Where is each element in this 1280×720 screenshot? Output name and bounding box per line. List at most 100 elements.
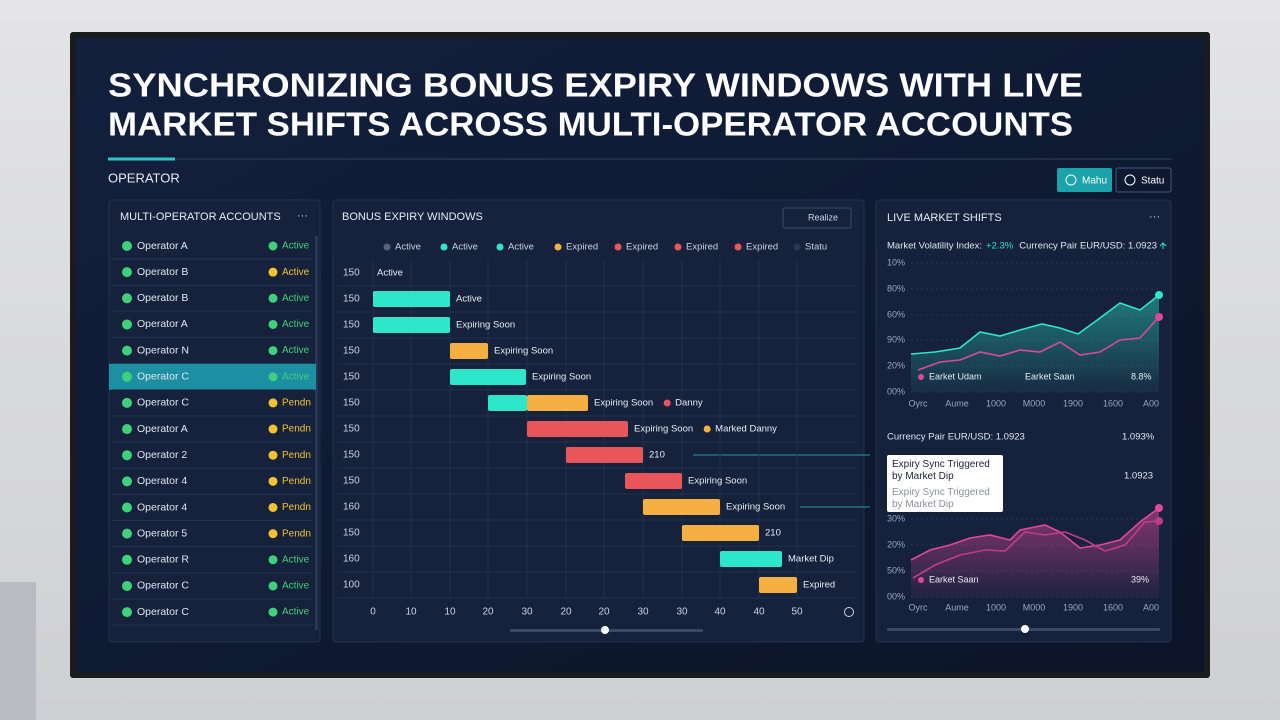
status-icon bbox=[268, 241, 278, 251]
status-icon bbox=[268, 529, 278, 539]
x-axis-label: A00 bbox=[1143, 602, 1159, 612]
check-icon bbox=[122, 345, 132, 356]
expiry-bar bbox=[373, 291, 450, 307]
section-label: OPERATOR bbox=[108, 170, 180, 185]
legend-label: Active bbox=[452, 242, 478, 253]
chart-heading: Currency Pair EUR/USD: 1.0923 bbox=[887, 432, 1025, 443]
tooltip: Expiry Sync Triggered by Market Dip Expir… bbox=[887, 455, 1003, 512]
legend-dot bbox=[918, 374, 924, 380]
status-icon bbox=[268, 581, 278, 591]
status-icon bbox=[268, 267, 278, 277]
operator-name[interactable]: Operator C bbox=[137, 397, 189, 409]
expiry-bar bbox=[625, 473, 682, 489]
check-icon bbox=[122, 580, 132, 591]
status-label: Pendn bbox=[282, 398, 311, 409]
list-scrollbar[interactable] bbox=[315, 236, 318, 630]
panel-menu[interactable]: ··· bbox=[1149, 211, 1160, 223]
legend-dot bbox=[674, 243, 682, 251]
button-label[interactable]: Mahu bbox=[1082, 176, 1107, 187]
y-axis-label: 30% bbox=[887, 513, 905, 523]
line-area bbox=[911, 295, 1159, 392]
operator-name[interactable]: Operator B bbox=[137, 292, 188, 304]
operator-name[interactable]: Operator A bbox=[137, 240, 188, 252]
x-axis-label: Oyrc bbox=[909, 398, 928, 408]
scroll-knob[interactable] bbox=[601, 626, 609, 634]
operator-name[interactable]: Operator B bbox=[137, 266, 188, 278]
operator-name[interactable]: Operator C bbox=[137, 580, 189, 592]
operator-name[interactable]: Operator A bbox=[137, 423, 188, 435]
operator-name[interactable]: Operator C bbox=[137, 371, 189, 383]
volatility-label: Market Volatility Index: bbox=[887, 241, 982, 252]
operator-name[interactable]: Operator N bbox=[137, 344, 189, 356]
axis-icon bbox=[844, 607, 854, 617]
legend-label: Expired bbox=[746, 242, 778, 253]
row-label: 150 bbox=[343, 346, 360, 357]
x-axis-label: 1600 bbox=[1103, 398, 1123, 408]
check-icon bbox=[122, 293, 132, 304]
pair-label: Currency Pair EUR/USD: 1.0923 bbox=[1019, 241, 1157, 252]
expiry-bar bbox=[566, 447, 643, 463]
operator-name[interactable]: Operator A bbox=[137, 318, 188, 330]
operator-name[interactable]: Operator 4 bbox=[137, 501, 187, 513]
button-icon bbox=[1124, 174, 1136, 186]
axis-label: 40 bbox=[714, 607, 726, 618]
button-bg[interactable] bbox=[1115, 167, 1172, 193]
button-label[interactable]: Statu bbox=[1141, 176, 1164, 187]
y-axis-label: 00% bbox=[887, 591, 905, 601]
axis-label: 30 bbox=[521, 607, 533, 618]
operator-name[interactable]: Operator 5 bbox=[137, 527, 187, 539]
up-arrow bbox=[1159, 242, 1167, 249]
legend-dot bbox=[734, 243, 742, 251]
status-icon bbox=[268, 346, 278, 356]
volatility-value: +2.3% bbox=[986, 241, 1014, 252]
status-label: Pendn bbox=[282, 528, 311, 539]
axis-label: 50 bbox=[791, 607, 803, 618]
status-label: Pendn bbox=[282, 476, 311, 487]
y-axis-label: 00% bbox=[887, 386, 905, 396]
x-axis-label: Oyrc bbox=[909, 602, 928, 612]
panel-title: BONUS EXPIRY WINDOWS bbox=[342, 211, 483, 223]
row-label: 150 bbox=[343, 424, 360, 435]
line-series bbox=[912, 520, 1160, 579]
page-title: MARKET SHIFTS ACROSS MULTI-OPERATOR ACCO… bbox=[108, 106, 1073, 143]
operator-name[interactable]: Operator 2 bbox=[137, 449, 187, 461]
legend-dot bbox=[496, 243, 504, 251]
status-icon bbox=[268, 398, 278, 408]
status-icon bbox=[268, 503, 278, 512]
status-icon bbox=[268, 476, 278, 486]
row-label: 150 bbox=[343, 268, 360, 279]
bar-label: Expiring Soon bbox=[688, 476, 747, 487]
y-axis-label: 80% bbox=[887, 283, 905, 293]
button-bg[interactable] bbox=[1057, 168, 1112, 192]
bar-label: Expiring Soon bbox=[726, 502, 785, 513]
x-axis-label: 1000 bbox=[986, 398, 1006, 408]
status-icon bbox=[268, 293, 278, 303]
legend-label: Earket Udam bbox=[929, 371, 982, 381]
panel-menu[interactable]: ··· bbox=[297, 210, 308, 222]
expiry-bar bbox=[682, 525, 759, 541]
extra-label: Danny bbox=[675, 398, 703, 409]
x-axis-label: 1900 bbox=[1063, 602, 1083, 612]
check-icon bbox=[122, 450, 132, 461]
bar-label: Active bbox=[456, 294, 482, 305]
selected-row[interactable] bbox=[109, 363, 316, 390]
operator-name[interactable]: Operator C bbox=[137, 606, 189, 618]
button-label[interactable]: Realize bbox=[808, 212, 838, 222]
status-icon bbox=[268, 424, 278, 434]
expiry-bar bbox=[488, 395, 527, 411]
tooltip-subtitle: Expiry Sync Triggered by Market Dip bbox=[892, 487, 990, 510]
legend-label: Expired bbox=[686, 242, 718, 253]
operator-name[interactable]: Operator 4 bbox=[137, 475, 187, 487]
axis-label: 20 bbox=[598, 607, 610, 618]
tooltip-title: Expiry Sync Triggered by Market Dip bbox=[892, 459, 990, 482]
line-series bbox=[910, 507, 1160, 561]
line-end bbox=[1155, 504, 1163, 512]
legend-dot bbox=[554, 243, 562, 251]
scroll-knob[interactable] bbox=[1021, 625, 1029, 633]
button-bg[interactable] bbox=[782, 207, 852, 229]
axis-label: 10 bbox=[444, 607, 456, 618]
check-icon bbox=[122, 424, 132, 435]
button-icon bbox=[1065, 174, 1077, 186]
operator-name[interactable]: Operator R bbox=[137, 554, 189, 566]
